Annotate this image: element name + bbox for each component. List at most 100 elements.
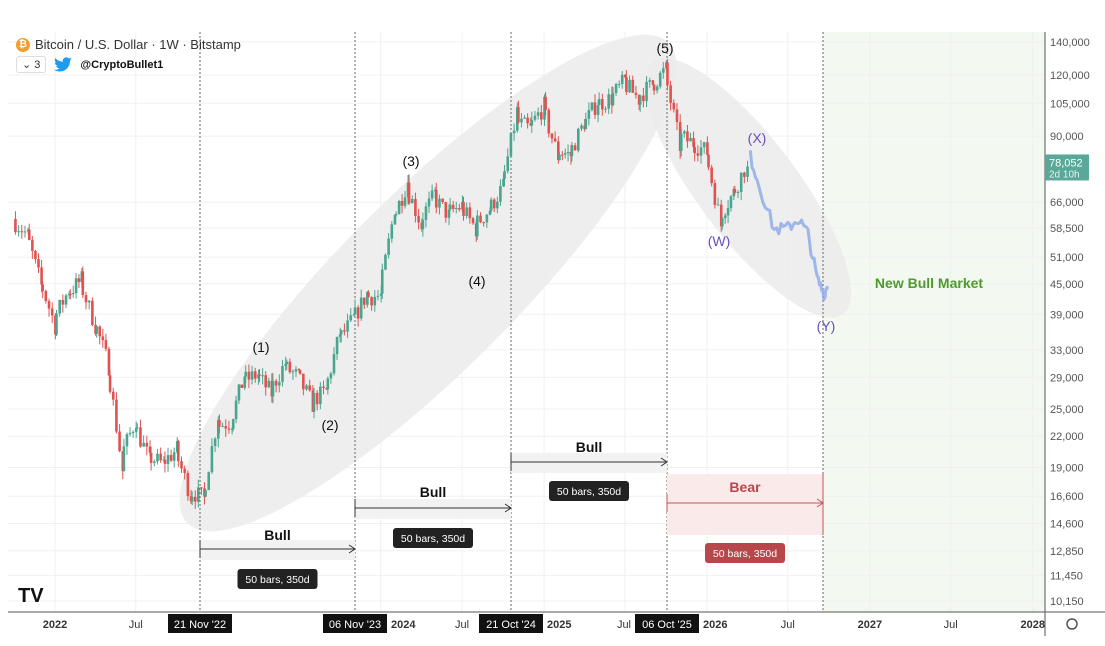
range-label: Bear	[729, 479, 761, 495]
date-badge-label: 21 Oct '24	[486, 619, 536, 631]
candle-body	[390, 224, 394, 239]
candle-body	[733, 189, 737, 193]
candle-body	[400, 201, 404, 206]
wave-label: (4)	[468, 273, 485, 289]
price-tick: 66,000	[1050, 197, 1084, 209]
candle-body	[666, 62, 669, 86]
candle-body	[20, 231, 24, 233]
candle-body	[607, 94, 611, 109]
candle-body	[335, 336, 339, 355]
candle-body	[359, 297, 363, 319]
candle-body	[218, 420, 221, 427]
candle-body	[652, 84, 656, 91]
candle-body	[499, 186, 502, 202]
candle-body	[645, 81, 648, 102]
candle-body	[669, 85, 672, 103]
range-info-box	[549, 481, 629, 501]
candle-body	[451, 204, 455, 209]
price-tick: 39,000	[1050, 309, 1084, 321]
candle-body	[58, 299, 61, 314]
candle-body	[707, 154, 710, 168]
candle-body	[240, 384, 244, 388]
candle-body	[294, 369, 298, 372]
candle-body	[540, 112, 543, 120]
candle-body	[288, 361, 292, 373]
candle-body	[118, 431, 121, 452]
time-axis[interactable]: 2022 Jul 2024 Jul 2025 Jul 2026 Jul 2027 Jul 2028 2…	[43, 614, 1045, 633]
candle-body	[444, 202, 448, 218]
price-tick: 90,000	[1050, 131, 1084, 143]
candle-body	[502, 178, 505, 187]
range-info: 50 bars, 350d	[557, 486, 621, 498]
impulse-ellipse	[179, 34, 677, 532]
candle-body	[458, 207, 461, 210]
candle-body	[148, 446, 152, 453]
settings-icon[interactable]	[1066, 618, 1078, 630]
date-badge	[168, 614, 232, 633]
candle-body	[596, 105, 600, 115]
price-tick: 16,600	[1050, 491, 1084, 503]
candle-body	[264, 375, 268, 388]
candle-body	[253, 371, 257, 379]
candle-body	[343, 330, 346, 332]
candle-body	[661, 68, 665, 73]
candle-body	[561, 154, 564, 156]
price-axis[interactable]: 140,000 120,000 105,000 90,000 66,000 58,500 5…	[1050, 37, 1090, 608]
candle-body	[40, 267, 43, 285]
time-tick: 2028	[1021, 619, 1045, 631]
new-bull-zone	[823, 32, 1045, 612]
chart-legend: ₿ Bitcoin / U.S. Dollar · 1W · Bitstamp	[16, 37, 241, 52]
candle-body	[544, 96, 547, 110]
candle-body	[597, 98, 601, 106]
candle-body	[584, 118, 588, 130]
candle-body	[530, 119, 534, 126]
candle-body	[729, 196, 733, 209]
candle-body	[111, 391, 115, 400]
candle-body	[448, 204, 452, 210]
candle-body	[441, 198, 444, 203]
candle-body	[216, 420, 220, 439]
arrow-head-icon	[348, 544, 356, 554]
candle-body	[231, 419, 235, 429]
candle-body	[107, 348, 111, 376]
range-annotations: Bull 50 bars, 350d Bull 50 bars, 350d Bull 50…	[199, 439, 824, 589]
bear-range-box	[667, 474, 823, 535]
candle-body	[631, 79, 635, 93]
candle-body	[693, 146, 696, 154]
time-tick: Jul	[781, 619, 795, 631]
candle-body	[683, 131, 686, 134]
price-tick: 10,150	[1050, 596, 1084, 608]
price-tick: 22,000	[1050, 431, 1084, 443]
candle-body	[580, 125, 583, 129]
candle-body	[553, 138, 557, 142]
time-tick: Jul	[455, 619, 469, 631]
price-tick: 105,000	[1050, 98, 1090, 110]
candle-body	[163, 459, 167, 464]
candle-body	[284, 364, 287, 367]
candle-body	[517, 107, 520, 123]
candle-body	[77, 278, 81, 283]
indicators-toggle[interactable]: ⌄ 3	[16, 56, 47, 73]
candle-body	[356, 307, 360, 319]
candle-body	[322, 386, 325, 388]
candle-body	[393, 214, 397, 225]
time-tick: 2026	[703, 619, 727, 631]
candle-body	[204, 490, 207, 497]
candle-body	[274, 380, 278, 386]
candle-body	[37, 259, 40, 268]
candle-body	[384, 254, 387, 270]
candle-body	[710, 167, 713, 184]
candle-body	[509, 133, 513, 157]
time-tick: Jul	[944, 619, 958, 631]
candle-body	[692, 137, 695, 147]
date-badge	[635, 614, 699, 633]
candle-body	[434, 189, 438, 208]
candle-body	[332, 354, 336, 374]
candle-body	[672, 102, 676, 110]
candle-body	[570, 145, 574, 157]
candle-body	[285, 361, 289, 365]
candle-body	[620, 74, 624, 84]
candle-body	[573, 145, 577, 151]
candle-body	[427, 198, 431, 207]
